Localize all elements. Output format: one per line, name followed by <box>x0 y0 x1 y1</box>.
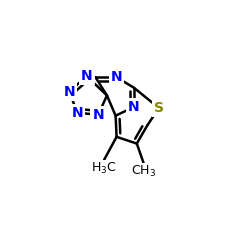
Text: N: N <box>111 70 122 84</box>
Text: N: N <box>64 84 75 98</box>
Text: $\mathregular{CH_3}$: $\mathregular{CH_3}$ <box>131 164 156 179</box>
Text: N: N <box>81 69 92 83</box>
Text: N: N <box>128 100 140 114</box>
Text: N: N <box>71 106 83 120</box>
Text: S: S <box>154 101 164 115</box>
Text: $\mathregular{H_3C}$: $\mathregular{H_3C}$ <box>91 161 117 176</box>
Text: N: N <box>92 108 104 122</box>
